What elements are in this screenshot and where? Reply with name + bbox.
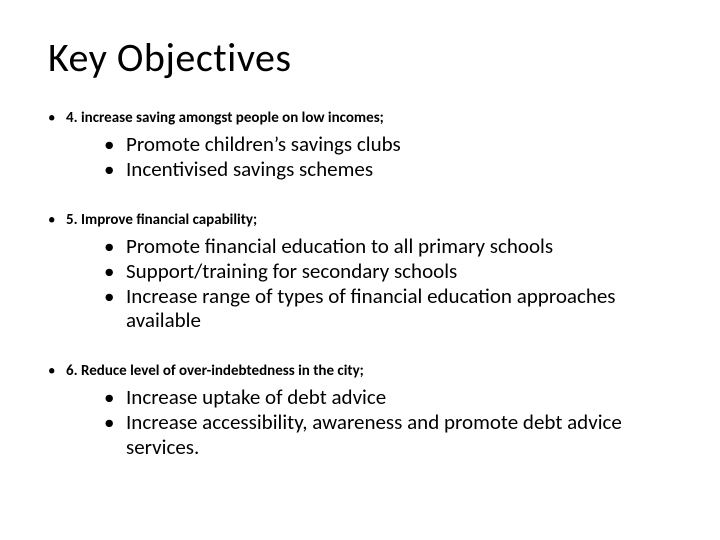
objective-section: • 5. Improve financial capability; • Pro…: [48, 210, 672, 333]
objective-sub-list: • Promote financial education to all pri…: [104, 234, 672, 333]
list-item-text: Increase uptake of debt advice: [126, 385, 672, 410]
objective-sub-list: • Promote children’s savings clubs • Inc…: [104, 132, 672, 182]
bullet-icon: •: [104, 234, 126, 259]
list-item-text: Promote children’s savings clubs: [126, 132, 672, 157]
list-item: • Incentivised savings schemes: [104, 157, 672, 182]
objective-heading-row: • 5. Improve financial capability;: [48, 210, 672, 230]
bullet-icon: •: [104, 259, 126, 284]
objective-heading: 5. Improve financial capability;: [66, 210, 257, 230]
objective-heading: 4. increase saving amongst people on low…: [66, 108, 384, 128]
page-title: Key Objectives: [48, 36, 672, 80]
bullet-icon: •: [104, 284, 126, 309]
objective-heading-row: • 4. increase saving amongst people on l…: [48, 108, 672, 128]
list-item-text: Support/training for secondary schools: [126, 259, 672, 284]
list-item: • Increase accessibility, awareness and …: [104, 410, 672, 460]
list-item: • Increase uptake of debt advice: [104, 385, 672, 410]
bullet-icon: •: [104, 410, 126, 435]
objective-section: • 6. Reduce level of over-indebtedness i…: [48, 361, 672, 460]
list-item-text: Incentivised savings schemes: [126, 157, 672, 182]
bullet-icon: •: [48, 210, 66, 230]
objective-section: • 4. increase saving amongst people on l…: [48, 108, 672, 182]
list-item-text: Increase range of types of financial edu…: [126, 284, 672, 334]
list-item: • Increase range of types of financial e…: [104, 284, 672, 334]
bullet-icon: •: [104, 385, 126, 410]
slide: Key Objectives • 4. increase saving amon…: [0, 0, 720, 540]
objective-sub-list: • Increase uptake of debt advice • Incre…: [104, 385, 672, 459]
bullet-icon: •: [104, 132, 126, 157]
list-item: • Support/training for secondary schools: [104, 259, 672, 284]
objective-heading-row: • 6. Reduce level of over-indebtedness i…: [48, 361, 672, 381]
bullet-icon: •: [48, 108, 66, 128]
bullet-icon: •: [104, 157, 126, 182]
list-item: • Promote children’s savings clubs: [104, 132, 672, 157]
bullet-icon: •: [48, 361, 66, 381]
list-item-text: Increase accessibility, awareness and pr…: [126, 410, 672, 460]
objective-heading: 6. Reduce level of over-indebtedness in …: [66, 361, 364, 381]
list-item: • Promote financial education to all pri…: [104, 234, 672, 259]
list-item-text: Promote financial education to all prima…: [126, 234, 672, 259]
